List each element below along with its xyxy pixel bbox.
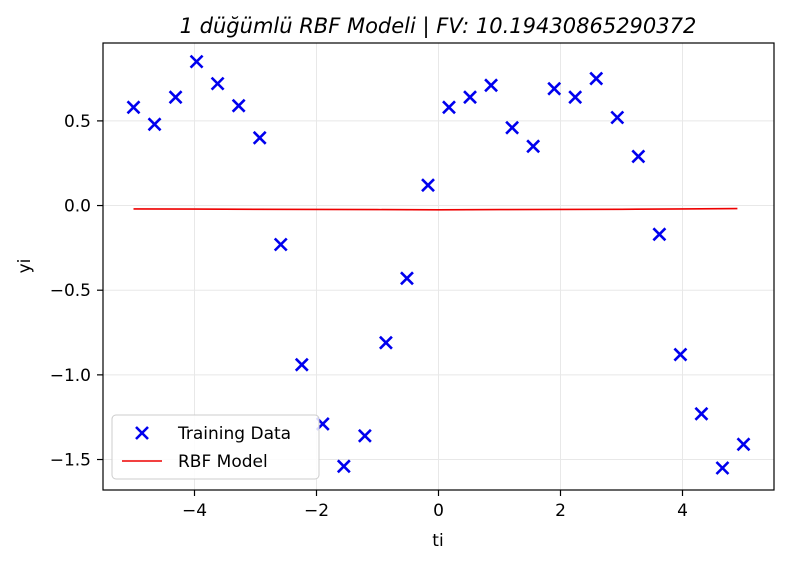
training-data-point — [400, 271, 414, 286]
y-tick-label: 0.5 — [64, 112, 91, 132]
training-data-point — [168, 90, 183, 105]
legend-label-rbf-model: RBF Model — [178, 452, 268, 472]
training-data-point — [273, 237, 288, 252]
legend-label-training-data: Training Data — [177, 424, 291, 444]
training-data-point — [210, 76, 225, 91]
x-tick-label: 4 — [677, 501, 688, 521]
x-tick-label: 0 — [433, 501, 444, 521]
training-data-point — [673, 347, 688, 362]
training-data-point — [189, 54, 204, 69]
training-data-point — [336, 459, 351, 474]
training-data-point — [147, 117, 162, 132]
training-data-point — [652, 227, 667, 242]
x-axis-ticks: −4 −2 0 2 4 — [182, 490, 688, 521]
x-axis-label: ti — [432, 531, 443, 551]
training-data-point — [526, 139, 541, 154]
training-data-point — [505, 120, 520, 135]
training-data-point — [547, 81, 562, 96]
training-data-point — [126, 100, 141, 115]
training-data-point — [463, 90, 477, 105]
y-tick-label: −1.0 — [50, 366, 91, 386]
training-data-point — [357, 428, 372, 443]
training-data-point — [294, 357, 309, 372]
legend-marker-training-data — [135, 426, 149, 440]
x-tick-label: 2 — [555, 501, 566, 521]
y-tick-label: 0.0 — [64, 197, 91, 217]
y-axis-label: yi — [15, 259, 35, 274]
rbf-model-series — [133, 207, 738, 211]
chart-title: 1 düğümlü RBF Modeli | FV: 10.1943086529… — [180, 14, 697, 39]
training-data-point — [421, 178, 435, 193]
training-data-point — [736, 437, 751, 452]
y-tick-label: −0.5 — [50, 281, 91, 301]
training-data-point — [378, 335, 393, 350]
training-data-point — [231, 98, 246, 113]
y-tick-label: −1.5 — [50, 451, 91, 471]
training-data-point — [631, 149, 646, 164]
training-data-point — [694, 406, 709, 421]
training-data-point — [252, 130, 267, 145]
training-data-point — [589, 71, 604, 86]
grid-lines — [103, 43, 774, 490]
training-data-point — [568, 90, 583, 105]
x-tick-label: −2 — [304, 501, 329, 521]
training-data-point — [442, 100, 456, 115]
training-data-point — [715, 461, 730, 475]
rbf-model-line — [133, 207, 738, 211]
legend: Training Data RBF Model — [111, 414, 320, 480]
legend-box — [111, 414, 320, 480]
y-axis-ticks: 0.5 0.0 −0.5 −1.0 −1.5 — [50, 112, 103, 471]
training-data-point — [610, 110, 625, 125]
x-tick-label: −4 — [182, 501, 207, 521]
training-data-point — [484, 78, 499, 93]
training-data-series — [126, 54, 751, 475]
